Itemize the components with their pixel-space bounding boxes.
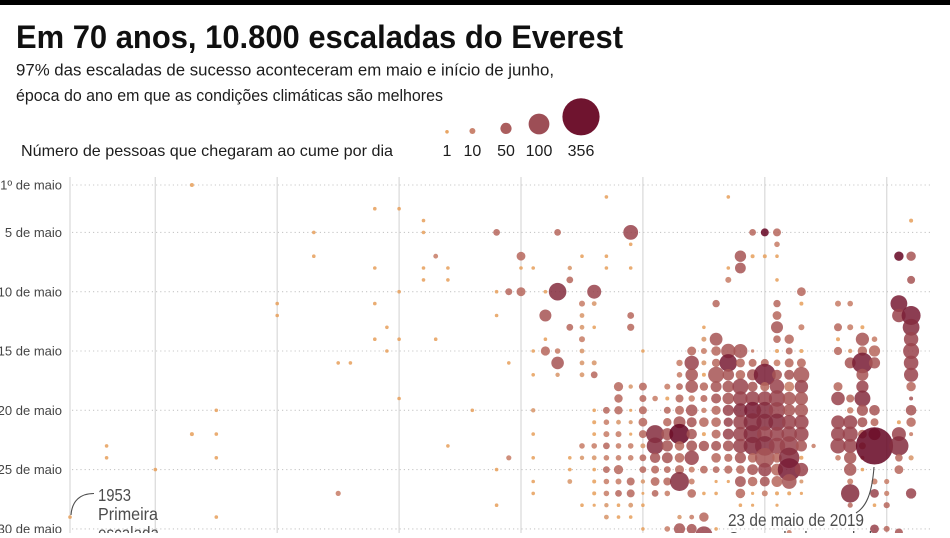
svg-text:Número de pessoas que chegaram: Número de pessoas que chegaram ao cume p… xyxy=(21,143,393,160)
svg-text:escalada: escalada xyxy=(98,523,159,533)
svg-text:1º de maio: 1º de maio xyxy=(0,178,62,193)
svg-text:1: 1 xyxy=(443,143,452,160)
svg-text:1953: 1953 xyxy=(98,485,131,505)
svg-text:25 de maio: 25 de maio xyxy=(0,462,62,477)
svg-text:Primeira: Primeira xyxy=(98,504,158,524)
svg-text:20 de maio: 20 de maio xyxy=(0,403,62,418)
svg-text:23 de maio de 2019: 23 de maio de 2019 xyxy=(728,510,864,530)
svg-text:época do ano em que as condiçõ: época do ano em que as condições climáti… xyxy=(16,87,443,105)
svg-text:10 de maio: 10 de maio xyxy=(0,284,62,299)
svg-text:50: 50 xyxy=(497,143,515,160)
svg-text:15 de maio: 15 de maio xyxy=(0,344,62,359)
svg-text:30 de maio: 30 de maio xyxy=(0,522,62,534)
svg-text:10: 10 xyxy=(464,143,482,160)
svg-text:O recorde de escaladas: O recorde de escaladas xyxy=(728,528,888,533)
svg-text:Em 70 anos, 10.800 escaladas d: Em 70 anos, 10.800 escaladas do Everest xyxy=(16,19,623,55)
svg-text:97% das escaladas de sucesso a: 97% das escaladas de sucesso aconteceram… xyxy=(16,62,554,80)
svg-text:100: 100 xyxy=(526,143,553,160)
svg-text:5 de maio: 5 de maio xyxy=(5,225,62,240)
svg-text:356: 356 xyxy=(568,143,595,160)
